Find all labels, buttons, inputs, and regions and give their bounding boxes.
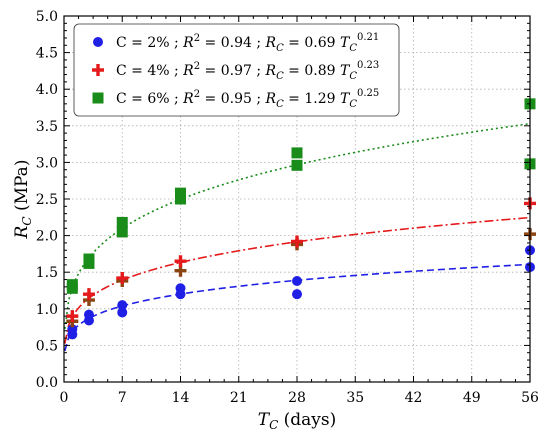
y-tick-label: 5.0 bbox=[36, 9, 58, 25]
x-tick-label: 42 bbox=[405, 390, 423, 406]
y-tick-label: 1.0 bbox=[36, 302, 58, 318]
x-tick-label: 56 bbox=[521, 390, 539, 406]
legend-marker-plus bbox=[92, 64, 105, 77]
data-point-square bbox=[291, 147, 303, 159]
data-point-plus bbox=[116, 272, 129, 285]
data-point-square bbox=[116, 226, 128, 238]
y-tick-label: 2.0 bbox=[36, 229, 58, 245]
x-tick-label: 28 bbox=[288, 390, 306, 406]
y-tick-label: 0.5 bbox=[36, 338, 58, 354]
data-point-square bbox=[116, 216, 128, 228]
data-point-plus bbox=[174, 255, 187, 268]
y-tick-label: 1.5 bbox=[36, 265, 58, 281]
x-tick-label: 21 bbox=[230, 390, 248, 406]
data-point-circle bbox=[117, 300, 128, 311]
data-point-plus bbox=[291, 235, 303, 248]
legend-entry: C = 4% ; R2 = 0.97 ; RC = 0.89 TC0.23 bbox=[116, 60, 379, 82]
data-point-square bbox=[291, 159, 303, 171]
legend-marker-square bbox=[92, 92, 104, 104]
fit-curve bbox=[64, 216, 531, 344]
fit-curve bbox=[64, 122, 531, 330]
legend-box bbox=[73, 23, 400, 117]
data-point-plus bbox=[82, 288, 95, 301]
axis-ticks bbox=[63, 15, 531, 383]
data-point-square bbox=[175, 193, 186, 205]
data-point-circle bbox=[292, 289, 302, 300]
x-tick-label: 35 bbox=[346, 390, 364, 406]
legend: C = 2% ; R2 = 0.94 ; RC = 0.69 TC0.21 C =… bbox=[73, 23, 400, 117]
data-point-square bbox=[66, 279, 78, 291]
x-tick-label: 7 bbox=[118, 390, 127, 406]
data-point-circle bbox=[67, 324, 78, 335]
legend-entry: C = 2% ; R2 = 0.94 ; RC = 0.69 TC0.21 bbox=[116, 32, 379, 54]
y-tick-label: 0.0 bbox=[36, 375, 58, 391]
x-axis-title: TC (days) bbox=[258, 410, 337, 432]
y-tick-label: 2.5 bbox=[36, 192, 58, 208]
y-tick-label: 3.5 bbox=[36, 119, 58, 135]
data-point-square bbox=[175, 187, 186, 199]
x-tick-label: 0 bbox=[60, 390, 69, 406]
legend-entry: C = 6% ; R2 = 0.95 ; RC = 1.29 TC0.25 bbox=[116, 88, 379, 110]
data-point-plus bbox=[174, 264, 187, 277]
data-point-circle bbox=[117, 307, 128, 318]
data-point-circle bbox=[292, 275, 302, 286]
y-tick-label: 4.0 bbox=[36, 82, 58, 98]
data-point-plus bbox=[66, 310, 79, 323]
data-points bbox=[66, 98, 536, 340]
x-tick-label: 49 bbox=[463, 390, 481, 406]
y-axis-title: RC (MPa) bbox=[12, 160, 34, 240]
y-tick-labels: 0.0 0.5 1.0 1.5 2.0 2.5 3.0 3.5 4.0 4.5 5.0 bbox=[36, 9, 58, 391]
x-tick-labels: 0 7 14 21 28 35 42 49 56 bbox=[60, 390, 539, 406]
y-tick-label: 3.0 bbox=[36, 155, 58, 171]
data-point-circle bbox=[83, 309, 94, 320]
data-point-square bbox=[83, 253, 95, 265]
legend-marker-circle bbox=[93, 37, 103, 47]
y-tick-label: 4.5 bbox=[36, 46, 58, 62]
data-point-circle bbox=[175, 283, 186, 294]
x-tick-label: 14 bbox=[172, 390, 190, 406]
